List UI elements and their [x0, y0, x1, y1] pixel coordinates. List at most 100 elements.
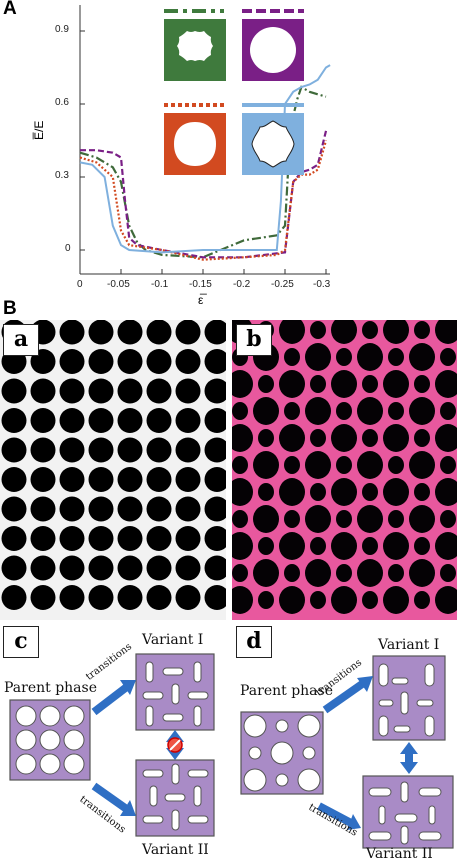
hole — [1, 378, 27, 404]
hole — [357, 397, 383, 425]
transition-arrow-up — [322, 676, 373, 714]
hole — [440, 456, 456, 474]
hole — [146, 320, 172, 345]
hole — [30, 555, 56, 581]
hole — [146, 408, 172, 433]
hole — [388, 510, 404, 528]
hole — [409, 559, 435, 587]
hole — [383, 586, 409, 614]
hole — [440, 348, 456, 366]
hole — [284, 456, 300, 474]
hole — [59, 467, 85, 492]
inset-blue — [242, 103, 304, 175]
hole — [175, 555, 201, 581]
hole — [305, 343, 331, 371]
transition-arrow-down — [91, 782, 136, 816]
hole — [1, 585, 27, 610]
hole — [435, 370, 457, 398]
hole — [175, 349, 201, 374]
inset-purple — [242, 9, 304, 81]
hole — [388, 402, 404, 420]
hole — [30, 526, 56, 551]
hole — [1, 467, 27, 492]
hole — [1, 555, 27, 581]
y-tick: 0.3 — [55, 170, 69, 181]
hole — [362, 321, 378, 339]
parent-phase-label-d: Parent phase — [240, 683, 334, 699]
hole — [59, 585, 85, 610]
panel-a-label: A — [3, 0, 17, 19]
hole — [388, 564, 404, 582]
hole — [175, 467, 201, 492]
hole — [336, 564, 352, 582]
hole — [175, 408, 201, 433]
hole — [414, 591, 430, 609]
hole — [310, 321, 326, 339]
hole — [146, 585, 172, 610]
hole — [30, 408, 56, 433]
hole — [435, 424, 457, 452]
hole — [59, 437, 85, 463]
hole — [336, 402, 352, 420]
hole — [336, 456, 352, 474]
hole — [305, 451, 331, 479]
hole — [258, 537, 274, 555]
hole — [414, 429, 430, 447]
hole — [435, 586, 457, 614]
hole — [204, 408, 226, 433]
diagram-d-tag: d — [236, 626, 272, 658]
hole — [146, 349, 172, 374]
hole — [409, 451, 435, 479]
hole — [232, 456, 248, 474]
inset-orange — [164, 103, 226, 175]
hole — [310, 429, 326, 447]
hole — [88, 320, 114, 345]
hole — [258, 375, 274, 393]
hole — [204, 585, 226, 610]
hole — [310, 537, 326, 555]
hole — [331, 320, 357, 344]
hole — [258, 483, 274, 501]
hole — [117, 320, 143, 345]
hole — [1, 437, 27, 463]
diagram-c-tag: c — [3, 626, 39, 658]
inset-green — [164, 9, 226, 81]
x-axis-label: ε̅ — [198, 293, 204, 307]
hole — [30, 585, 56, 610]
variant-2-label-c: Variant II — [142, 842, 209, 858]
hole — [253, 397, 279, 425]
hole — [88, 408, 114, 433]
hole — [362, 483, 378, 501]
hole — [30, 496, 56, 522]
hole — [88, 349, 114, 374]
hole — [232, 510, 248, 528]
hole — [117, 555, 143, 581]
hole — [88, 555, 114, 581]
hole — [331, 424, 357, 452]
hole — [204, 437, 226, 463]
hole — [88, 467, 114, 492]
hole — [117, 467, 143, 492]
hole — [204, 349, 226, 374]
hole — [279, 320, 305, 344]
hole — [310, 483, 326, 501]
hole — [409, 505, 435, 533]
hole — [357, 451, 383, 479]
hole — [204, 467, 226, 492]
double-arrow — [400, 742, 418, 774]
hole — [175, 378, 201, 404]
hole — [146, 437, 172, 463]
hole — [253, 559, 279, 587]
hole — [146, 378, 172, 404]
hole — [310, 375, 326, 393]
hole — [310, 591, 326, 609]
hole — [117, 585, 143, 610]
hole — [383, 478, 409, 506]
variant-2-label-d: Variant II — [366, 846, 433, 862]
hole — [409, 397, 435, 425]
hole — [204, 378, 226, 404]
x-tick: -0.25 — [271, 279, 294, 290]
hole — [362, 591, 378, 609]
series-line-2 — [79, 140, 328, 261]
diagram-c — [0, 620, 228, 864]
